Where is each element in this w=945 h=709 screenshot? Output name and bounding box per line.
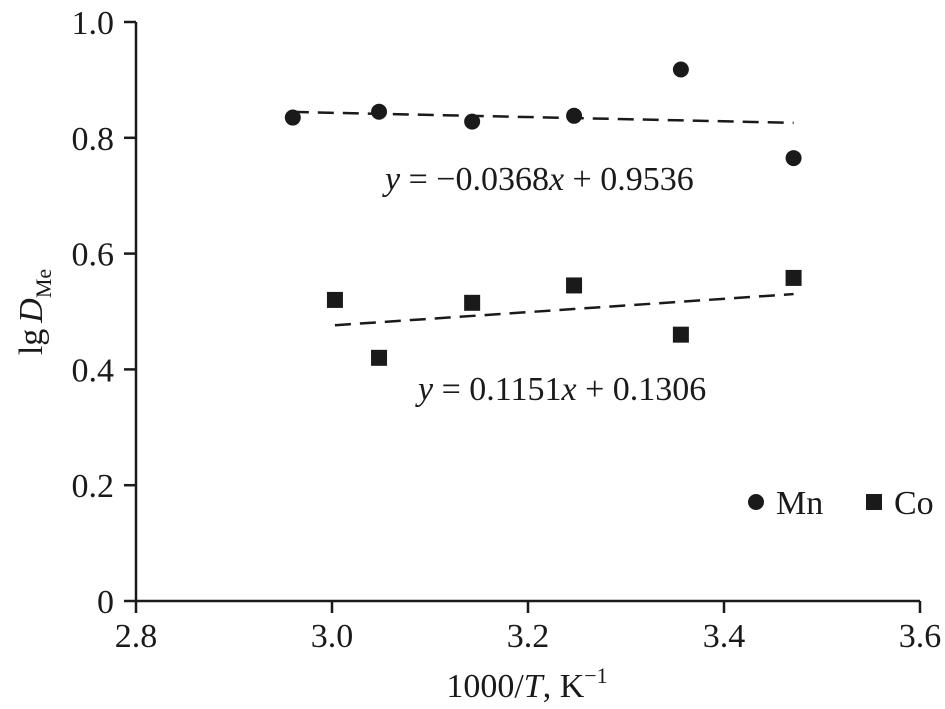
x-axis-title: 1000/T, K−1: [446, 663, 607, 705]
data-point-mn: [371, 103, 388, 120]
data-point-mn: [566, 107, 583, 124]
data-point-co: [785, 269, 802, 286]
x-tick-label: 3.2: [507, 618, 550, 655]
tick-labels: 2.8 3.0 3.2 3.4 3.6 0 0.2 0.4 0.6 0.8 1.0: [72, 5, 942, 655]
equation-labels: y = −0.0368x + 0.9536 y = 0.1151x + 0.130…: [382, 161, 706, 408]
y-axis-title: lgDMe: [13, 269, 56, 355]
data-point-mn: [785, 150, 802, 167]
data-point-mn: [464, 113, 481, 130]
tick-marks: [124, 20, 922, 613]
x-tick-label: 3.6: [899, 618, 942, 655]
data-point-co: [326, 291, 343, 308]
equation-label-mn: y = −0.0368x + 0.9536: [382, 161, 694, 198]
data-points: [284, 61, 802, 366]
y-tick-label: 0.4: [72, 352, 115, 389]
x-tick-label: 2.8: [115, 618, 158, 655]
data-point-co: [371, 349, 388, 366]
y-tick-label: 0.8: [72, 121, 115, 158]
legend-marker-co: [866, 494, 882, 510]
x-tick-label: 3.0: [311, 618, 354, 655]
y-tick-label: 0.6: [72, 237, 115, 274]
x-tick-label: 3.4: [703, 618, 746, 655]
legend-label-mn: Mn: [776, 485, 823, 522]
data-point-mn: [284, 109, 301, 126]
y-tick-label: 1.0: [72, 5, 115, 42]
axis-titles: 1000/T, K−1 lgDMe: [13, 269, 608, 705]
legend-label-co: Co: [894, 485, 934, 522]
equation-label-co: y = 0.1151x + 0.1306: [415, 371, 706, 408]
y-tick-label: 0.2: [72, 468, 115, 505]
data-point-co: [464, 294, 481, 311]
trendline-co: [334, 292, 794, 327]
data-point-mn: [672, 61, 689, 78]
trendlines: [292, 110, 794, 327]
legend: Mn Co: [748, 485, 934, 522]
legend-marker-mn: [748, 494, 764, 510]
data-point-co: [566, 277, 583, 294]
trendline-mn: [292, 110, 794, 125]
y-tick-label: 0: [97, 584, 114, 621]
data-point-co: [672, 326, 689, 343]
